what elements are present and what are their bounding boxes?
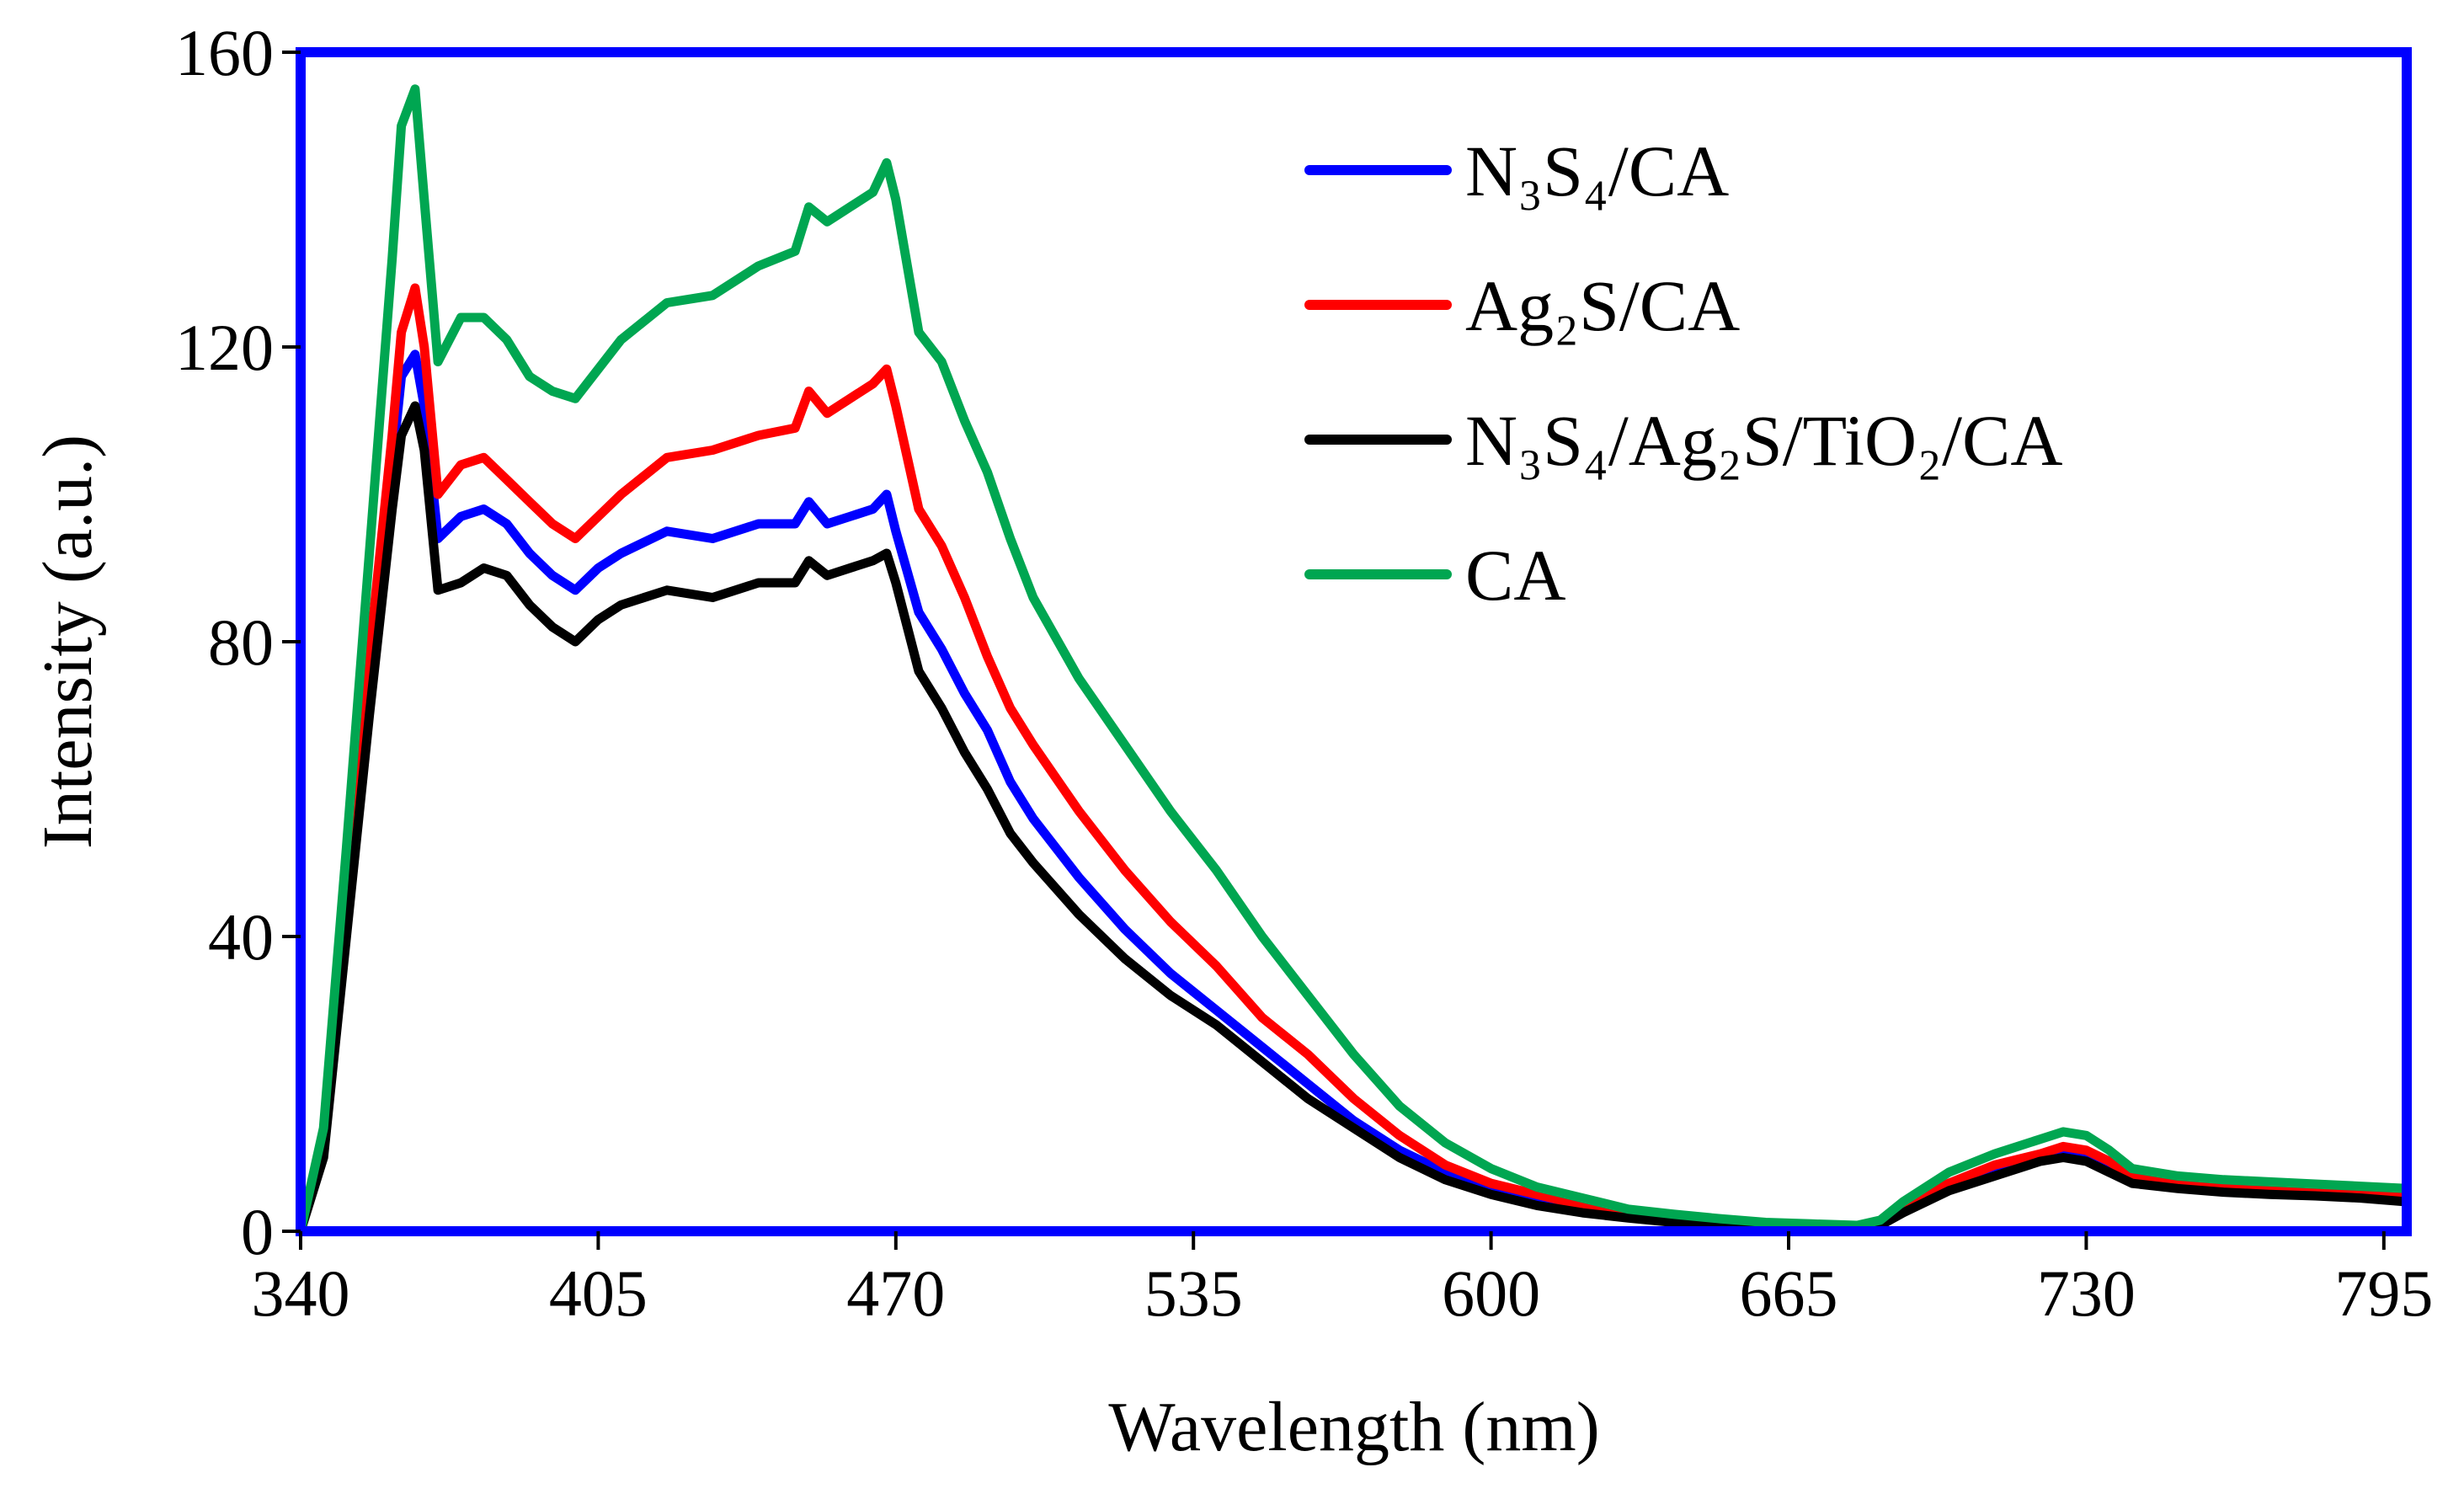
y-tick-label-3: 120 xyxy=(175,311,274,384)
legend: N₃S₄/CA Ag₂S/CA N₃S₄/Ag₂S/TiO₂/CA CA xyxy=(1304,131,2062,616)
series-line-3 xyxy=(296,84,2412,1236)
legend-label-0: N₃S₄/CA xyxy=(1465,131,1729,211)
series-line-2 xyxy=(296,401,2412,1236)
x-axis-title: Wavelength (nm) xyxy=(1108,1388,1599,1466)
x-tick-label-3: 535 xyxy=(1144,1257,1243,1330)
y-tick-label-0: 0 xyxy=(241,1195,274,1268)
legend-label-1: Ag₂S/CA xyxy=(1465,265,1740,346)
x-tick-label-1: 405 xyxy=(549,1257,648,1330)
x-tick-label-5: 665 xyxy=(1740,1257,1838,1330)
x-tick-label-6: 730 xyxy=(2037,1257,2136,1330)
x-axis: 340 405 470 535 600 665 730 795 xyxy=(252,1231,2433,1330)
legend-label-2: N₃S₄/Ag₂S/TiO₂/CA xyxy=(1465,400,2062,481)
series-line-1 xyxy=(296,283,2412,1236)
y-tick-label-1: 40 xyxy=(208,900,274,974)
y-axis: 0 40 80 120 160 xyxy=(175,16,301,1268)
legend-label-3: CA xyxy=(1465,535,1565,616)
y-axis-title: Intensity (a.u.) xyxy=(29,435,107,849)
x-tick-label-4: 600 xyxy=(1442,1257,1540,1330)
y-tick-label-4: 160 xyxy=(175,16,274,89)
x-tick-label-0: 340 xyxy=(252,1257,350,1330)
x-tick-label-7: 795 xyxy=(2334,1257,2433,1330)
y-tick-label-2: 80 xyxy=(208,606,274,679)
series-layer xyxy=(296,84,2412,1236)
x-tick-label-2: 470 xyxy=(846,1257,945,1330)
